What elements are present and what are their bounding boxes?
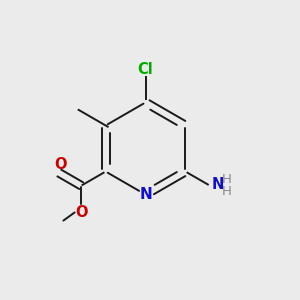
Text: Cl: Cl xyxy=(138,62,153,77)
Text: H: H xyxy=(221,184,231,197)
Text: O: O xyxy=(54,157,67,172)
Text: O: O xyxy=(75,205,87,220)
Text: H: H xyxy=(221,172,231,186)
Text: N: N xyxy=(139,187,152,202)
Text: N: N xyxy=(212,177,224,192)
